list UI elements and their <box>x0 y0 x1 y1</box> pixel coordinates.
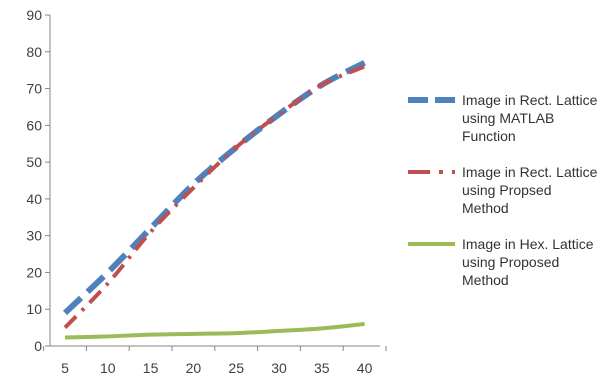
x-tick-label: 20 <box>186 360 202 376</box>
y-tick-label: 20 <box>26 264 42 280</box>
y-tick-label: 10 <box>26 301 42 317</box>
x-tick-label: 10 <box>100 360 116 376</box>
y-tick-label: 30 <box>26 228 42 244</box>
legend-entry-2: Image in Rect. Lattice using Propsed Metho… <box>462 164 598 216</box>
x-tick-label: 35 <box>314 360 330 376</box>
x-axis: 5 10 15 20 25 30 35 40 <box>43 345 387 376</box>
series-line-3 <box>64 321 365 340</box>
x-tick-label: 30 <box>271 360 287 376</box>
x-tick-label: 40 <box>357 360 373 376</box>
series-line-2 <box>63 64 366 330</box>
y-tick-label: 90 <box>26 7 42 23</box>
y-tick-label: 80 <box>26 44 42 60</box>
legend: Image in Rect. Lattice using MATLAB Functi… <box>408 92 598 288</box>
y-tick-label: 50 <box>26 154 42 170</box>
y-tick-label: 0 <box>34 338 42 354</box>
legend-entry-1: Image in Rect. Lattice using MATLAB Functi… <box>462 92 598 144</box>
y-axis: 0 10 20 30 40 50 60 70 80 90 <box>26 7 51 354</box>
legend-entry-3: Image in Hex. Lattice using Proposed Metho… <box>462 236 594 288</box>
y-tick-label: 70 <box>26 81 42 97</box>
y-tick-label: 60 <box>26 117 42 133</box>
x-tick-label: 25 <box>228 360 244 376</box>
series-line-1 <box>62 60 366 316</box>
x-tick-label: 5 <box>61 360 69 376</box>
plot-area <box>62 60 366 340</box>
x-tick-label: 15 <box>143 360 159 376</box>
y-tick-label: 40 <box>26 191 42 207</box>
